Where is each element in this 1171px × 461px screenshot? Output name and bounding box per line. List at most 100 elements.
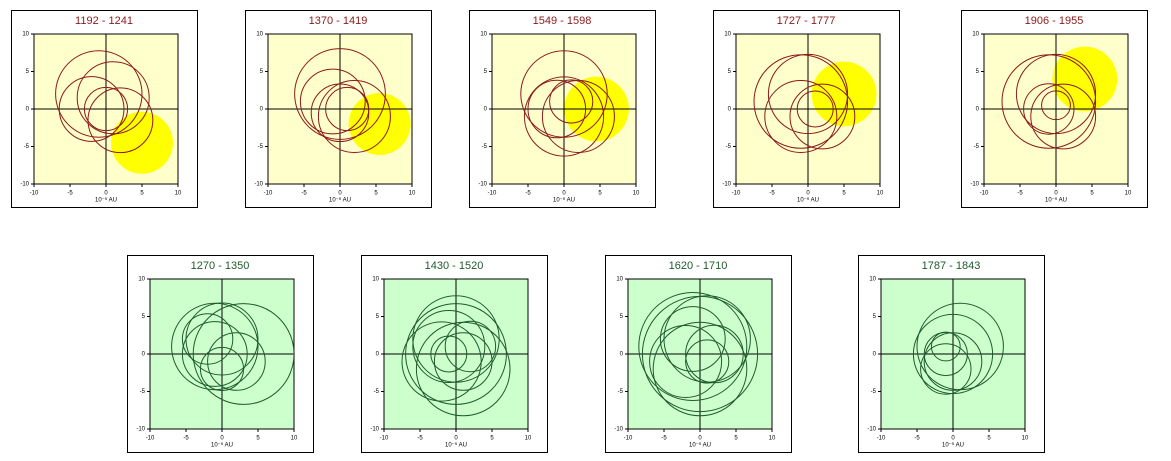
x-tick-label: 0	[454, 436, 458, 442]
panel: 1430 - 1520 -10 -5 0 5 10 -10 -5 0 5 10 10⁻⁶ AU	[361, 255, 548, 453]
y-tick-label: -5	[974, 144, 980, 150]
x-axis-label: 10⁻⁶ AU	[689, 442, 711, 449]
panel: 1906 - 1955 -10 -5 0 5 10 -10 -5 0 5 10 10⁻⁶ AU	[961, 10, 1148, 208]
y-tick-label: 10	[22, 32, 29, 38]
y-tick-label: -10	[136, 427, 145, 433]
orbit-loop	[796, 90, 834, 128]
orbit-loop	[207, 332, 266, 391]
orbit-loop	[549, 79, 594, 124]
panel: 1727 - 1777 -10 -5 0 5 10 -10 -5 0 5 10 10⁻⁶ AU	[713, 10, 900, 208]
orbit-loop	[523, 76, 605, 157]
x-tick-label: -5	[914, 436, 920, 442]
y-tick-label: 5	[260, 69, 264, 75]
panel: 1620 - 1710 -10 -5 0 5 10 -10 -5 0 5 10 10⁻⁶ AU	[605, 255, 792, 453]
y-tick-label: -10	[370, 427, 379, 433]
orbit-loop	[767, 53, 849, 135]
orbit-loop	[541, 80, 615, 153]
x-tick-label: -5	[67, 191, 73, 197]
y-tick-label: 10	[372, 277, 379, 283]
x-tick-label: 5	[374, 191, 378, 197]
orbit-loop	[58, 76, 125, 142]
y-tick-label: 5	[976, 69, 980, 75]
orbit-loop	[415, 321, 511, 417]
orbit-loop	[641, 295, 759, 413]
x-tick-label: 5	[987, 436, 991, 442]
x-axis-label: 10⁻⁶ AU	[211, 442, 233, 449]
panel: 1270 - 1350 -10 -5 0 5 10 -10 -5 0 5 10 10⁻⁶ AU	[127, 255, 314, 453]
x-axis-label: 10⁻⁶ AU	[553, 197, 575, 204]
y-tick-label: -10	[20, 182, 29, 188]
x-tick-label: 10	[175, 191, 182, 197]
highlight-disk	[348, 93, 411, 155]
x-axis-label: 10⁻⁶ AU	[942, 442, 964, 449]
x-tick-label: -5	[183, 436, 189, 442]
x-tick-label: 10	[525, 436, 532, 442]
panel-title: 1370 - 1419	[309, 15, 368, 27]
y-tick-label: 0	[376, 352, 380, 358]
highlight-disk	[111, 111, 173, 174]
panel-title: 1727 - 1777	[777, 15, 836, 27]
orbit-loop	[685, 339, 730, 384]
orbit-loop	[659, 306, 726, 372]
x-tick-label: 10	[1022, 436, 1029, 442]
y-tick-label: 10	[138, 277, 145, 283]
orbit-loop	[55, 50, 143, 138]
x-tick-label: 5	[490, 436, 494, 442]
highlight-disk	[811, 61, 877, 127]
x-tick-label: -5	[525, 191, 531, 197]
x-tick-label: 10	[1125, 191, 1132, 197]
orbit-loop	[412, 310, 486, 383]
x-axis-label: 10⁻⁶ AU	[329, 197, 351, 204]
y-tick-label: 0	[976, 107, 980, 113]
x-tick-label: 0	[951, 436, 955, 442]
y-tick-label: 10	[869, 277, 876, 283]
orbit-loop	[401, 321, 482, 402]
y-tick-label: -5	[726, 144, 732, 150]
x-tick-label: -5	[1017, 191, 1023, 197]
x-tick-label: 0	[806, 191, 810, 197]
orbit-loop	[527, 79, 587, 139]
panel-title: 1549 - 1598	[533, 15, 592, 27]
panel-title: 1906 - 1955	[1025, 15, 1084, 27]
orbit-loop	[181, 321, 248, 387]
orbit-loop	[930, 331, 961, 362]
x-tick-label: 0	[1054, 191, 1058, 197]
y-tick-label: 5	[142, 314, 146, 320]
y-tick-label: 0	[728, 107, 732, 113]
x-tick-label: -5	[301, 191, 307, 197]
orbit-loop	[317, 80, 391, 153]
y-tick-label: 0	[142, 352, 146, 358]
x-axis-label: 10⁻⁶ AU	[797, 197, 819, 204]
y-tick-label: 5	[484, 69, 488, 75]
y-tick-label: -10	[970, 182, 979, 188]
orbit-loop	[1030, 83, 1097, 150]
orbit-loop	[753, 54, 849, 149]
orbit-loop	[294, 48, 386, 140]
panel-title: 1270 - 1350	[191, 260, 250, 272]
x-tick-label: -10	[732, 191, 741, 197]
x-tick-label: -10	[264, 191, 273, 197]
y-tick-label: 0	[484, 107, 488, 113]
x-tick-label: -5	[661, 436, 667, 442]
orbit-loop	[430, 335, 468, 373]
y-tick-label: -5	[24, 144, 30, 150]
y-tick-label: -5	[618, 389, 624, 395]
y-tick-label: -5	[140, 389, 146, 395]
x-tick-label: -10	[488, 191, 497, 197]
orbit-loop	[310, 83, 370, 143]
y-tick-label: -10	[867, 427, 876, 433]
orbit-loop	[1041, 90, 1071, 121]
y-tick-label: 5	[873, 314, 877, 320]
x-tick-label: 0	[562, 191, 566, 197]
x-tick-label: -5	[417, 436, 423, 442]
x-tick-label: 5	[842, 191, 846, 197]
orbit-loop	[299, 68, 366, 135]
x-axis-label: 10⁻⁶ AU	[445, 442, 467, 449]
x-tick-label: 5	[598, 191, 602, 197]
orbit-loop	[444, 320, 497, 373]
x-tick-label: 0	[698, 436, 702, 442]
orbit-loop	[923, 332, 983, 391]
x-tick-label: -5	[769, 191, 775, 197]
orbit-loop	[192, 303, 294, 405]
orbit-loop	[1001, 54, 1097, 149]
